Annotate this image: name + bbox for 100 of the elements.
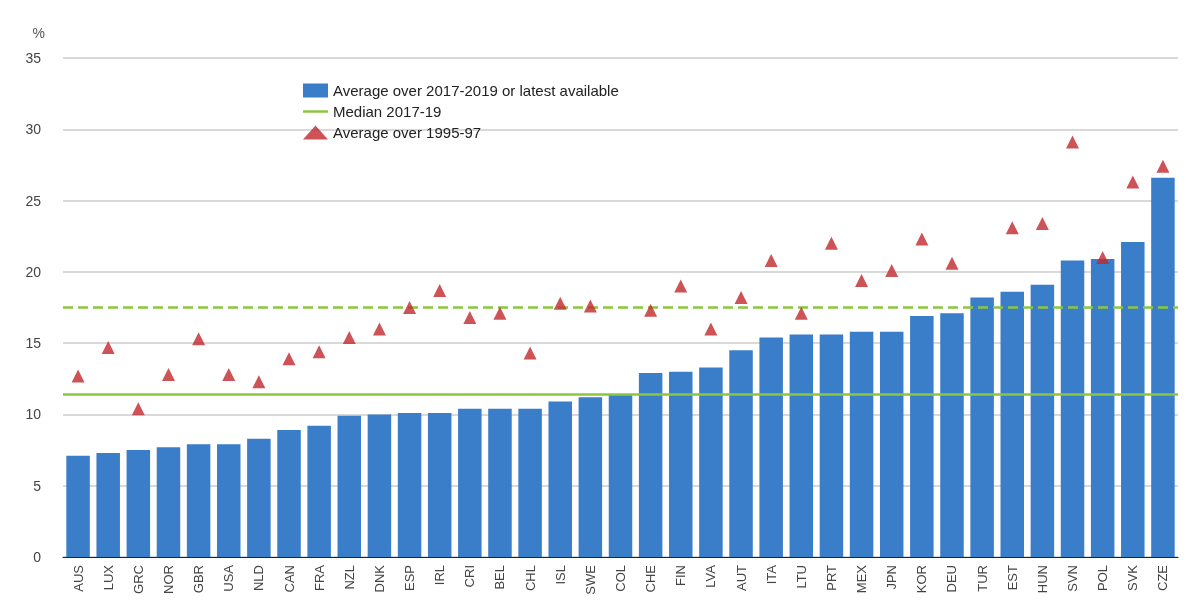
y-tick-label: 35 [25,50,42,66]
point [583,299,597,313]
point [915,232,929,246]
point [553,296,567,310]
y-tick-label: 25 [25,192,42,209]
y-tick-label: 30 [25,121,42,138]
bar [608,394,633,557]
bar [1121,241,1145,557]
point [1156,159,1170,173]
point [372,322,386,336]
bar [488,408,512,557]
point [885,263,899,277]
x-tick-label: CAN [281,565,297,593]
x-tick-label: GBR [191,565,207,594]
bar [307,425,331,557]
bar [789,334,814,557]
bar [638,373,663,557]
x-tick-label: ITA [763,564,779,585]
point [734,291,748,305]
bar [849,331,874,557]
x-tick-label: AUS [70,564,86,592]
x-tick-label: DNK [371,564,387,593]
bar [1000,291,1025,557]
point [282,352,296,366]
point [342,330,356,344]
x-tick-label: IRL [432,565,448,586]
bar [940,313,964,557]
point [674,279,688,293]
bar [970,297,994,557]
point [644,303,658,317]
point [764,253,778,267]
x-tick-label: CHL [522,565,538,592]
point [131,402,145,416]
point [252,375,266,389]
point [101,340,115,354]
point [1035,216,1049,230]
point [433,283,447,297]
bar [96,452,120,557]
point [403,301,417,314]
point [704,322,718,336]
bar [1090,259,1115,557]
legend-label: Median 2017-19 [333,103,442,120]
point [1126,175,1140,189]
x-tick-label: ESP [402,565,418,592]
bar [66,455,90,557]
x-tick-label: TUR [974,565,990,592]
point [945,256,959,270]
legend-label: Average over 1995-97 [333,124,482,141]
y-tick-label: 5 [33,477,42,494]
x-tick-label: LVA [703,564,719,588]
x-tick-label: JPN [884,565,900,590]
point [192,332,206,346]
bar [578,397,603,557]
point [493,306,507,320]
x-tick-label: MEX [854,564,870,594]
x-tick-label: FIN [673,565,689,586]
y-axis-title: % [32,25,45,41]
bar [126,450,151,557]
bar [337,415,362,557]
bar [277,430,301,557]
x-tick-label: USA [221,564,237,592]
point [1096,251,1110,265]
point [312,345,326,359]
bar [1030,284,1055,557]
x-tick-label: COL [613,565,628,592]
x-tick-label: CHE [643,564,659,593]
x-tick-label: LUX [100,564,116,591]
bar [879,331,904,557]
y-tick-label: 20 [25,263,42,280]
x-tick-label: PRT [823,564,839,591]
bar [819,334,844,557]
bar [1151,177,1175,557]
point [824,236,838,250]
point [463,310,477,324]
x-tick-label: SWE [582,564,598,595]
x-tick-label: GRC [130,565,146,594]
x-tick-label: CZE [1155,564,1171,591]
point [523,346,537,360]
y-tick-label: 10 [25,406,42,423]
bar [759,337,783,557]
bar [458,408,482,557]
bar [186,444,211,557]
x-tick-label: NZL [341,565,357,590]
y-tick-label: 15 [25,335,42,352]
point [1066,135,1080,149]
x-tick-label: ISL [552,565,568,585]
x-tick-label: EST [1004,564,1020,591]
point [71,369,85,383]
x-tick-label: CRI [462,565,478,588]
bar [216,444,241,557]
x-tick-label: HUN [1034,565,1050,594]
bar [156,447,181,557]
bar [427,413,452,557]
bar [518,408,542,557]
bar [247,438,271,557]
point [161,368,175,382]
bar [699,367,723,557]
x-tick-label: POL [1095,565,1111,592]
point [1005,221,1019,235]
bar [1060,260,1085,557]
